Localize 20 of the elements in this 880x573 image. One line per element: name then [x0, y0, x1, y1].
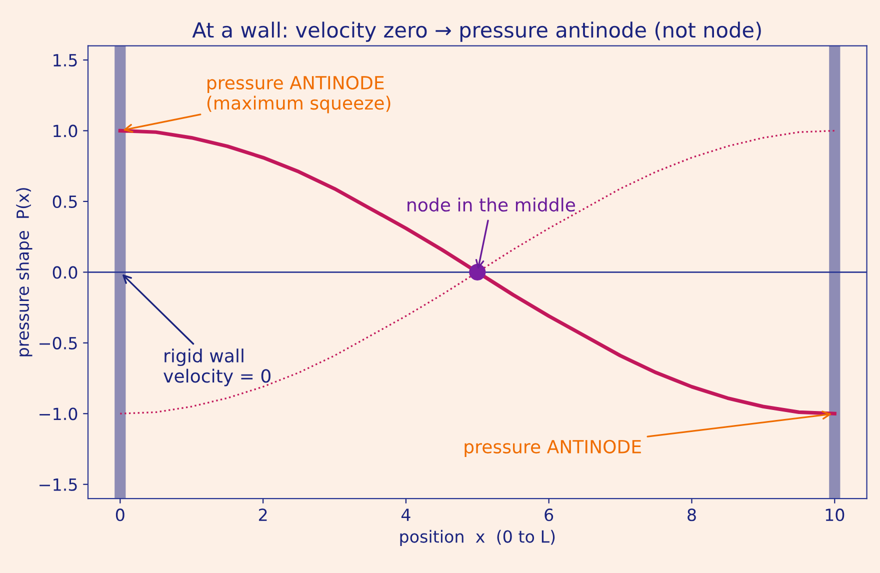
annotation: rigid wall velocity = 0 — [164, 348, 270, 386]
x-tick-label: 8 — [688, 508, 696, 522]
y-tick-label: −1.5 — [40, 478, 77, 491]
annotation: node in the middle — [408, 198, 576, 212]
x-tick-label: 4 — [401, 508, 410, 521]
y-tick-label: 0.0 — [52, 266, 78, 279]
annotation: pressure ANTINODE — [464, 440, 641, 457]
chart-title: At a wall: velocity zero → pressure antinode (not node) — [192, 22, 761, 42]
x-tick-label: 6 — [544, 508, 554, 522]
x-tick-label: 10 — [826, 508, 844, 522]
x-tick-label: 0 — [116, 508, 124, 522]
x-axis-title: position x (0 to L) — [400, 530, 555, 546]
y-tick-label: 1.5 — [54, 54, 77, 67]
x-tick-label: 2 — [258, 508, 267, 521]
y-tick-label: −0.5 — [40, 336, 77, 350]
y-tick-label: 1.0 — [54, 124, 78, 138]
y-axis-title: pressure shape P(x) — [16, 188, 32, 356]
y-tick-label: 0.5 — [52, 195, 77, 208]
y-tick-label: −1.0 — [40, 408, 78, 420]
annotation: pressure ANTINODE (maximum squeeze) — [207, 76, 390, 114]
